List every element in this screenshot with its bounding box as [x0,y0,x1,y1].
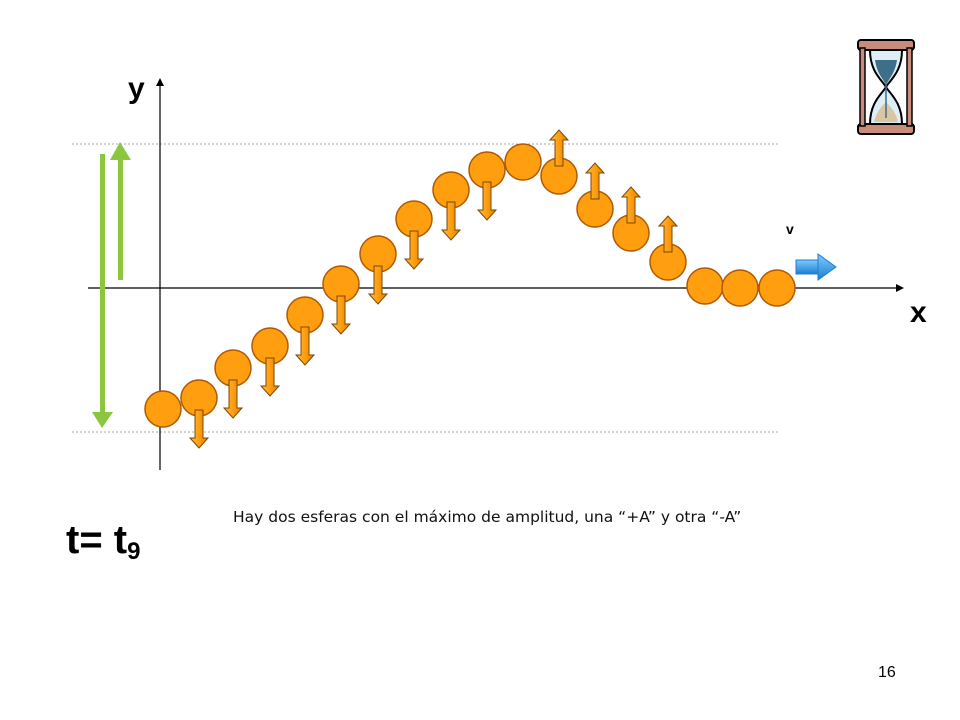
velocity-arrow-down-5 [294,326,316,366]
y-axis-label: y [128,72,145,105]
velocity-arrows-group [188,129,679,449]
velocity-arrow-down-7 [367,265,389,305]
hourglass-icon [857,39,915,135]
page-number: 16 [878,664,896,681]
velocity-arrow-up-14 [620,186,642,224]
amplitude-arrows [92,142,131,428]
velocity-arrow-down-8 [403,230,425,270]
velocity-arrow-down-2 [188,409,210,449]
velocity-arrow-up-15 [657,215,679,253]
velocity-arrow-down-3 [222,379,244,419]
sphere-18 [758,269,796,307]
velocity-arrow-up-13 [584,162,606,200]
velocity-arrow-down-9 [440,201,462,241]
time-subscript: 9 [127,538,141,565]
velocity-arrow-down-4 [259,357,281,397]
sphere-16 [686,267,724,305]
y-axis-arrowhead [156,78,164,86]
sphere-1 [144,390,182,428]
caption-text: Hay dos esferas con el máximo de amplitu… [233,508,742,526]
x-axis-label: x [910,296,927,329]
x-axis-arrowhead [896,284,904,292]
velocity-arrow-down-10 [476,181,498,221]
time-prefix: t= t [66,518,128,562]
velocity-arrow-up-12 [548,129,570,167]
amplitude-up-arrow-head [110,142,131,160]
amplitude-down-arrow-head [92,412,113,428]
sphere-11 [504,143,542,181]
velocity-arrow-down-6 [330,295,352,335]
velocity-label: v [786,221,794,237]
sphere-17 [721,269,759,307]
time-label: t= t9 [66,518,140,566]
propagation-arrow [795,253,837,281]
amplitude-up-arrow-shaft [118,158,123,280]
spheres-group [144,143,796,428]
amplitude-down-arrow-shaft [100,154,105,416]
